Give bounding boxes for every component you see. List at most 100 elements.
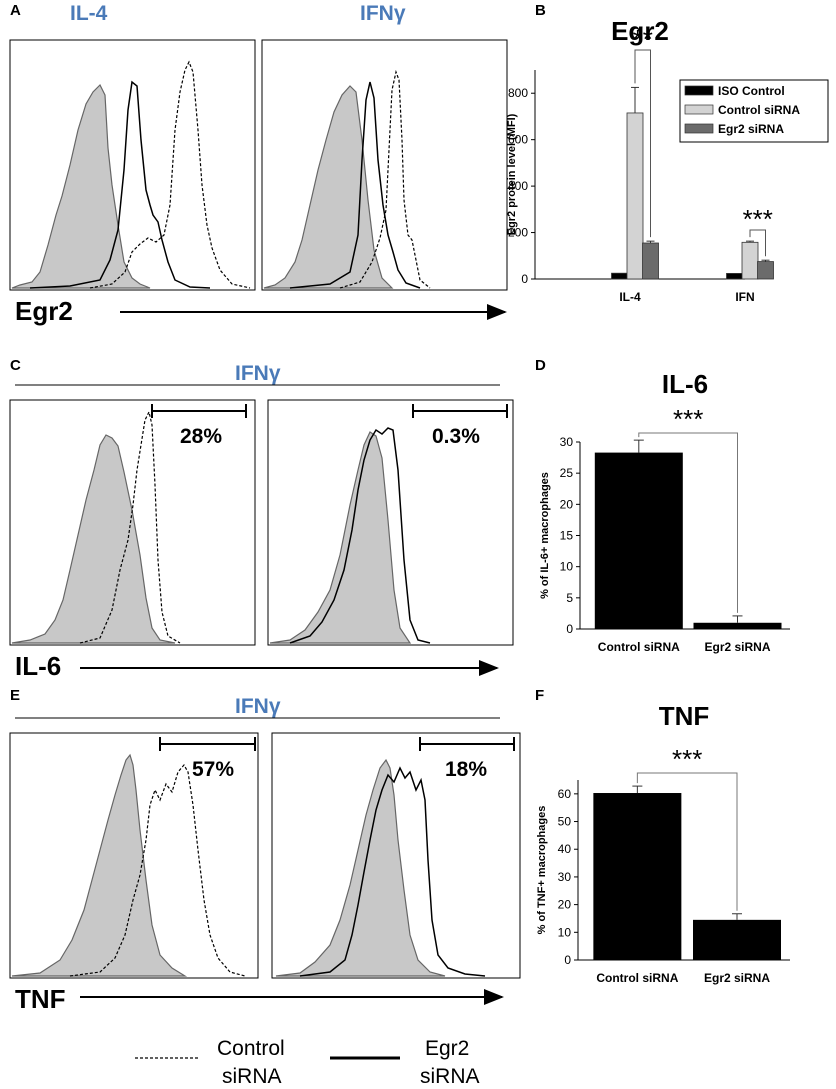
panel-label-e: E <box>10 687 20 704</box>
legend-control-line2: siRNA <box>222 1065 282 1088</box>
condition-label-ifng: IFNγ <box>360 2 406 25</box>
y-tick-label: 15 <box>560 529 574 543</box>
y-axis-label: % of TNF+ macrophages <box>536 806 548 935</box>
panel-d-chart: D 0 5 10 15 20 25 30 IL-6 % of IL-6+ macrophages… <box>535 357 790 654</box>
gate-percentage: 0.3% <box>432 425 480 448</box>
isotype-histogram <box>263 85 394 289</box>
legend-swatch <box>684 104 714 115</box>
histogram-frame <box>271 732 521 979</box>
panel-f-chart: F 0 10 20 30 40 50 60 TNF % of TNF+ macrophages C… <box>535 687 790 985</box>
significance-bracket <box>749 229 766 257</box>
legend-entry: ISO Control <box>718 84 785 98</box>
y-tick-label: 0 <box>564 953 571 967</box>
control-sirna-curve <box>89 60 251 289</box>
panel-label-c: C <box>10 357 21 374</box>
condition-label-il4: IL-4 <box>70 2 108 25</box>
y-tick-label: 60 <box>558 787 572 801</box>
isotype-histogram <box>11 83 151 289</box>
histogram-a-il4 <box>9 39 256 291</box>
bar-iso-control <box>611 272 628 280</box>
y-tick-label: 400 <box>508 179 528 193</box>
legend-egr2-line2: siRNA <box>420 1065 480 1088</box>
bar-egr2-sirna <box>642 242 659 280</box>
chart-title: TNF <box>659 701 710 731</box>
isotype-histogram <box>11 753 188 977</box>
panel-a: A IL-4 IFNγ Egr2 <box>9 2 508 326</box>
y-tick-label: 30 <box>558 870 572 884</box>
panel-b-chart: B 0 200 400 600 800 Egr2 Egr2 protein level (M… <box>506 2 829 304</box>
significance-label: *** <box>672 744 702 774</box>
legend-swatch <box>684 85 714 96</box>
isotype-histogram <box>269 431 412 644</box>
gate-percentage: 18% <box>445 758 487 781</box>
bar-control-sirna <box>741 241 759 280</box>
isotype-histogram <box>275 758 446 977</box>
y-tick-label: 0 <box>566 622 573 636</box>
histogram-c-control: 28% <box>9 399 256 646</box>
bar <box>594 452 683 629</box>
histogram-frame <box>261 39 508 291</box>
y-tick-label: 50 <box>558 815 572 829</box>
legend-entry: Egr2 siRNA <box>718 122 784 136</box>
significance-bracket <box>636 772 738 911</box>
y-axis-label: Egr2 protein level (MFI) <box>506 113 518 235</box>
panel-e: E IFNγ 57% 18% TNF <box>9 687 521 1014</box>
panel-c: C IFNγ 28% 0.3% IL-6 <box>9 357 514 681</box>
condition-label-ifng-e: IFNγ <box>235 695 281 718</box>
egr2-sirna-curve <box>289 427 431 644</box>
histogram-frame <box>267 399 514 646</box>
y-axis-label: % of IL-6+ macrophages <box>539 472 551 599</box>
significance-label: ** <box>633 24 653 54</box>
x-category-label: Control siRNA <box>596 971 678 985</box>
legend-entry: Control siRNA <box>718 103 800 117</box>
histogram-a-ifng <box>261 39 508 291</box>
histogram-e-control: 57% <box>9 732 259 979</box>
control-sirna-curve <box>69 763 246 977</box>
y-tick-label: 20 <box>560 497 574 511</box>
legend-swatch <box>684 123 714 134</box>
legend-egr2-line1: Egr2 <box>425 1037 469 1060</box>
gate-percentage: 28% <box>180 425 222 448</box>
panel-label-b: B <box>535 2 546 19</box>
panel-label-d: D <box>535 357 546 374</box>
y-tick-label: 20 <box>558 898 572 912</box>
bar-iso-control <box>726 273 743 280</box>
y-tick-label: 30 <box>560 435 574 449</box>
y-tick-label: 40 <box>558 842 572 856</box>
significance-bracket <box>638 432 738 613</box>
x-category-label: IL-4 <box>619 290 641 304</box>
histogram-e-egr2: 18% <box>271 732 521 979</box>
bottom-legend: Control siRNA Egr2 siRNA <box>135 1037 480 1088</box>
egr2-sirna-curve <box>289 81 421 289</box>
marker-label-tnf: TNF <box>15 984 66 1014</box>
legend-control-line1: Control <box>217 1037 285 1060</box>
histogram-c-egr2: 0.3% <box>267 399 514 646</box>
significance-label: *** <box>743 204 773 234</box>
significance-bracket <box>634 49 651 238</box>
histogram-frame <box>9 39 256 291</box>
x-category-label: Egr2 siRNA <box>704 971 770 985</box>
chart-title: IL-6 <box>662 369 708 399</box>
histogram-frame <box>9 732 259 979</box>
bar <box>693 919 781 960</box>
control-sirna-curve <box>79 410 181 644</box>
x-category-label: IFN <box>735 290 754 304</box>
y-tick-label: 25 <box>560 466 574 480</box>
y-tick-label: 10 <box>560 560 574 574</box>
egr2-sirna-curve <box>29 80 211 289</box>
histogram-frame <box>9 399 256 646</box>
isotype-histogram <box>11 434 176 644</box>
y-tick-label: 0 <box>521 272 528 286</box>
marker-label-egr2: Egr2 <box>15 296 73 326</box>
condition-label-ifng-c: IFNγ <box>235 362 281 385</box>
gate-percentage: 57% <box>192 758 234 781</box>
bar-control-sirna <box>626 112 644 280</box>
x-category-label: Control siRNA <box>598 640 680 654</box>
significance-label: *** <box>673 404 703 434</box>
control-sirna-curve <box>339 69 431 289</box>
y-tick-label: 800 <box>508 86 528 100</box>
bar <box>593 793 682 960</box>
egr2-sirna-curve <box>299 766 486 977</box>
marker-label-il6: IL-6 <box>15 651 61 681</box>
